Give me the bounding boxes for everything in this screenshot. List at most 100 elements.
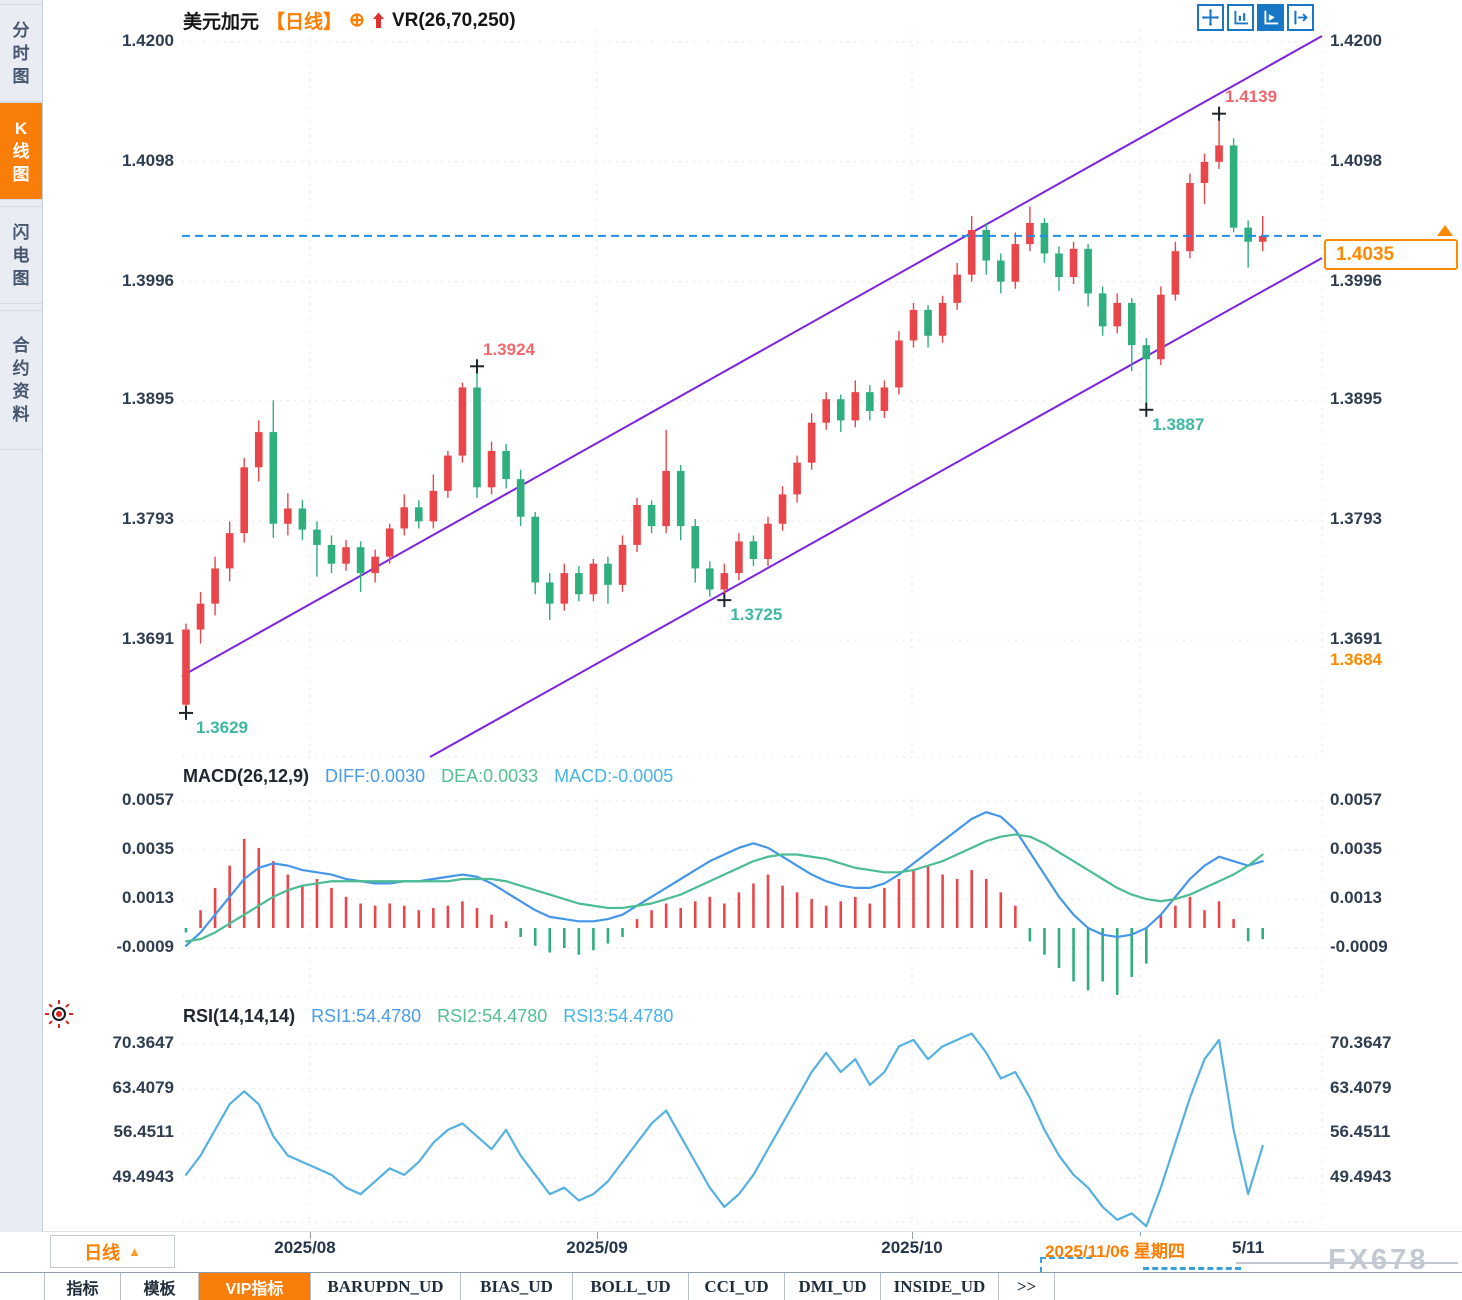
- candle-body: [284, 508, 292, 524]
- period-selector-button[interactable]: 日线 ▲: [50, 1235, 175, 1268]
- candle-body: [196, 603, 205, 630]
- candle-body: [997, 260, 1005, 282]
- candle-body: [807, 422, 816, 463]
- xaxis-tick: [1140, 1232, 1141, 1239]
- candle-body: [895, 340, 903, 388]
- sidebar-item-candle-chart[interactable]: K线图: [0, 102, 42, 200]
- tab-vip-indicators[interactable]: VIP指标: [199, 1273, 311, 1300]
- candle-body: [211, 568, 219, 604]
- candle-body: [429, 490, 438, 522]
- tab-inside-ud[interactable]: INSIDE_UD: [881, 1273, 999, 1300]
- auto-scroll-icon[interactable]: [1257, 4, 1284, 31]
- candle-body: [444, 455, 452, 491]
- chart-titlebar: 美元加元 【日线】 ⊕ VR(26,70,250): [183, 7, 516, 34]
- candle-body: [647, 504, 656, 527]
- candle-body: [851, 392, 860, 421]
- xaxis-label-sep: 2025/09: [566, 1238, 628, 1257]
- candle-body: [1011, 244, 1020, 282]
- indicator-tab-bar: 指标 模板 VIP指标 BARUPDN_UD BIAS_UD BOLL_UD C…: [0, 1272, 1462, 1300]
- candle-body: [1229, 145, 1238, 228]
- trend-up-arrow-icon: [372, 12, 384, 28]
- xaxis-label-oct: 2025/10: [881, 1238, 943, 1257]
- candle-body: [545, 582, 554, 604]
- pan-crosshair-icon[interactable]: [1197, 4, 1224, 31]
- candle-body: [633, 504, 641, 545]
- sidebar-item-timeline-chart[interactable]: 分时图: [0, 4, 42, 102]
- macd-dea-line: [184, 833, 1264, 943]
- tab-more[interactable]: >>: [999, 1273, 1055, 1300]
- candle-body: [1186, 183, 1194, 252]
- sidebar-item-label: 合约资料: [12, 336, 30, 424]
- candle-body: [342, 547, 350, 564]
- candle-body: [953, 274, 961, 303]
- candle-body: [982, 230, 991, 261]
- candle-body: [1215, 145, 1223, 162]
- candle-body: [866, 392, 874, 411]
- trend-channel-line: [181, 35, 1323, 677]
- add-indicator-icon[interactable]: ⊕: [349, 10, 365, 31]
- candle-body: [967, 230, 976, 275]
- view-sidebar: 分时图 K线图 闪电图 合约资料: [0, 0, 43, 1232]
- candle-body: [1113, 302, 1121, 327]
- tab-cci-ud[interactable]: CCI_UD: [689, 1273, 785, 1300]
- candle-body: [415, 507, 423, 522]
- tab-templates[interactable]: 模板: [121, 1273, 199, 1300]
- tab-dmi-ud[interactable]: DMI_UD: [785, 1273, 881, 1300]
- rsi1-value: RSI1:54.4780: [311, 1006, 422, 1026]
- candle-body: [1171, 251, 1180, 295]
- last-price-box: 1.4035: [1324, 239, 1458, 270]
- candle-body: [706, 568, 714, 590]
- rsi-header: RSI(14,14,14) RSI1:54.4780 RSI2:54.4780 …: [183, 1006, 673, 1027]
- candle-body: [764, 523, 772, 559]
- tab-indicators[interactable]: 指标: [45, 1273, 121, 1300]
- candle-body: [1127, 302, 1136, 346]
- candle-body: [1040, 222, 1049, 254]
- tab-bias-ud[interactable]: BIAS_UD: [461, 1273, 573, 1300]
- rsi3-value: RSI3:54.4780: [563, 1006, 674, 1026]
- sidebar-item-lightning-chart[interactable]: 闪电图: [0, 206, 42, 304]
- candle-body: [1244, 227, 1252, 242]
- candle-body: [691, 526, 700, 569]
- selection-dash-fragment: [1143, 1267, 1241, 1270]
- candle-body: [720, 573, 729, 590]
- xaxis-tick: [597, 1232, 598, 1239]
- tab-barupdn-ud[interactable]: BARUPDN_UD: [311, 1273, 461, 1300]
- candle-body: [400, 507, 409, 529]
- candle-body: [1026, 222, 1034, 245]
- xaxis-label-aug: 2025/08: [274, 1238, 336, 1257]
- tab-bar-filler: [0, 1273, 45, 1300]
- candle-body: [254, 432, 263, 468]
- sidebar-item-label: K线图: [12, 118, 30, 184]
- sidebar-item-label: 分时图: [12, 20, 30, 86]
- period-selector-label: 日线: [84, 1242, 121, 1263]
- candle-body: [531, 516, 539, 583]
- candle-body: [662, 470, 670, 527]
- candle-body: [749, 541, 758, 559]
- candle-body: [313, 529, 321, 545]
- candle-body: [1142, 345, 1151, 360]
- candle-body: [793, 462, 801, 495]
- axis-scale-icon[interactable]: [1227, 4, 1254, 31]
- jump-latest-icon[interactable]: [1287, 4, 1314, 31]
- chart-toolbar: [1197, 4, 1314, 31]
- price-axis-extra-label: 1.3684: [1330, 650, 1382, 669]
- candle-body: [1098, 293, 1107, 327]
- candle-body: [589, 563, 598, 595]
- watermark: FX678: [1328, 1244, 1429, 1276]
- candle-body: [516, 479, 525, 517]
- macd-title: MACD(26,12,9): [183, 766, 310, 786]
- rsi2-value: RSI2:54.4780: [437, 1006, 548, 1026]
- candle-body: [575, 573, 583, 595]
- indicator-settings-sun-icon[interactable]: [44, 999, 74, 1029]
- candle-body: [371, 556, 379, 574]
- candle-body: [560, 573, 569, 604]
- candle-body: [1069, 248, 1078, 277]
- candle-body: [676, 470, 685, 527]
- candle-body: [385, 528, 394, 557]
- xaxis-label-nov-partial: 5/11: [1232, 1238, 1265, 1257]
- tab-boll-ud[interactable]: BOLL_UD: [573, 1273, 689, 1300]
- candle-body: [1157, 294, 1165, 360]
- sidebar-item-contract-info[interactable]: 合约资料: [0, 310, 42, 450]
